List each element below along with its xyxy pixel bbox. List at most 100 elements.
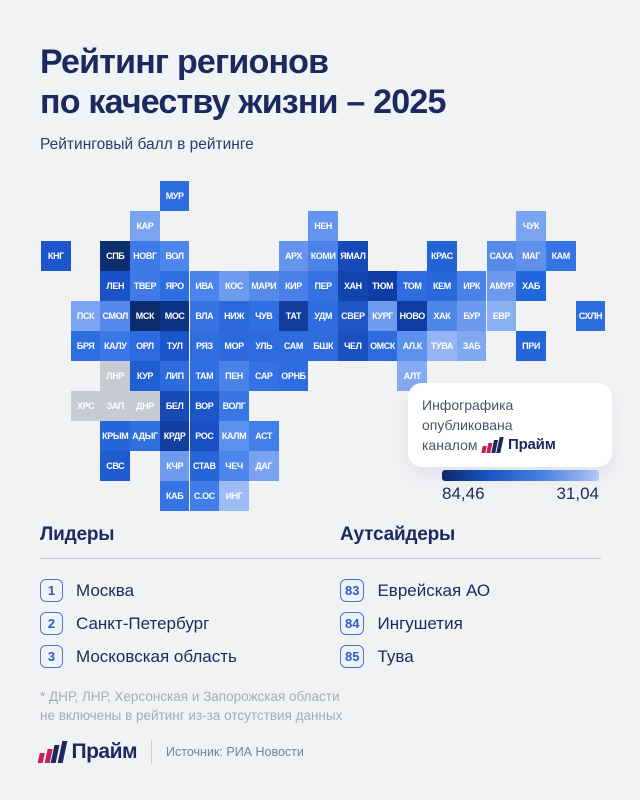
- map-tile-САМ: САМ: [278, 331, 309, 361]
- map-tile-МУР: МУР: [159, 181, 190, 211]
- footer: Прайм Источник: РИА Новости: [37, 740, 304, 764]
- list-item: 1 Москва: [40, 574, 237, 607]
- map-tile-ЗАП: ЗАП: [100, 391, 131, 421]
- map-tile-ТВЕР: ТВЕР: [130, 271, 160, 301]
- map-tile-ЧУВ: ЧУВ: [248, 301, 279, 331]
- map-tile-ТОМ: ТОМ: [397, 271, 428, 301]
- rank-badge: 85: [340, 645, 365, 668]
- map-tile-ПЕН: ПЕН: [219, 361, 249, 391]
- title-line-1: Рейтинг регионов: [40, 43, 329, 81]
- map-tile-СВС: СВС: [100, 451, 131, 481]
- map-tile-КРАС: КРАС: [427, 241, 457, 271]
- map-tile-ИРК: ИРК: [456, 271, 487, 301]
- map-tile-САР: САР: [248, 361, 279, 391]
- footnote: * ДНР, ЛНР, Херсонская и Запорожская обл…: [40, 687, 342, 725]
- map-tile-ТАМ: ТАМ: [189, 361, 220, 391]
- map-tile-КИР: КИР: [278, 271, 309, 301]
- outsiders-list: 83 Еврейская АО 84 Ингушетия 85 Тува: [340, 574, 490, 673]
- section-divider: [40, 558, 601, 559]
- map-tile-МОС: МОС: [159, 301, 190, 331]
- map-tile-ОМСК: ОМСК: [367, 331, 398, 361]
- region-name: Москва: [76, 580, 135, 600]
- map-tile-НИЖ: НИЖ: [219, 301, 249, 331]
- map-tile-ЧЕЧ: ЧЕЧ: [219, 451, 249, 481]
- map-tile-МАГ: МАГ: [516, 241, 546, 271]
- rank-badge: 84: [340, 612, 365, 635]
- rank-badge: 83: [340, 579, 365, 602]
- map-tile-ЗАБ: ЗАБ: [456, 331, 487, 361]
- map-tile-КОС: КОС: [219, 271, 249, 301]
- map-tile-ДАГ: ДАГ: [248, 451, 279, 481]
- map-tile-КАЛУ: КАЛУ: [100, 331, 131, 361]
- region-name: Московская область: [76, 646, 237, 666]
- map-tile-ЧУК: ЧУК: [516, 211, 546, 241]
- footer-divider: [151, 740, 153, 764]
- map-tile-ПСК: ПСК: [70, 301, 101, 331]
- map-tile-ХАБ: ХАБ: [516, 271, 546, 301]
- list-item: 83 Еврейская АО: [340, 574, 490, 607]
- list-item: 84 Ингушетия: [340, 607, 490, 640]
- map-tile-ЛИП: ЛИП: [159, 361, 190, 391]
- map-tile-КЕМ: КЕМ: [427, 271, 457, 301]
- prime-brand-name: Прайм: [507, 436, 556, 453]
- map-tile-СХЛН: СХЛН: [575, 301, 606, 331]
- prime-logo-icon: [481, 437, 504, 453]
- map-tile-НОВО: НОВО: [397, 301, 428, 331]
- map-tile-УЛЬ: УЛЬ: [248, 331, 279, 361]
- page-title: Рейтинг регионов по качеству жизни – 202…: [40, 42, 446, 122]
- map-tile-КУР: КУР: [130, 361, 160, 391]
- map-tile-С.ОС: С.ОС: [189, 481, 220, 511]
- map-tile-ТАТ: ТАТ: [278, 301, 309, 331]
- map-tile-ЧЕЛ: ЧЕЛ: [338, 331, 368, 361]
- legend-max-value: 84,46: [442, 484, 485, 503]
- publication-card-line2: каналом Прайм: [422, 435, 598, 455]
- map-tile-КЧР: КЧР: [159, 451, 190, 481]
- map-tile-ЛЕН: ЛЕН: [100, 271, 131, 301]
- map-tile-ХРС: ХРС: [70, 391, 101, 421]
- map-tile-САХА: САХА: [486, 241, 517, 271]
- page-subtitle: Рейтинговый балл в рейтинге: [40, 136, 254, 153]
- publication-card-line1: Инфографика опубликована: [422, 397, 514, 433]
- map-tile-АЛ.К: АЛ.К: [397, 331, 428, 361]
- map-tile-ИВА: ИВА: [189, 271, 220, 301]
- map-tile-РОС: РОС: [189, 421, 220, 451]
- list-item: 2 Санкт-Петербург: [40, 607, 237, 640]
- map-tile-АДЫГ: АДЫГ: [130, 421, 160, 451]
- publication-card: Инфографика опубликована каналом Прайм: [408, 383, 612, 467]
- leaders-heading: Лидеры: [40, 524, 115, 545]
- map-tile-КУРГ: КУРГ: [367, 301, 398, 331]
- region-name: Ингушетия: [377, 613, 463, 633]
- map-tile-АМУР: АМУР: [486, 271, 517, 301]
- map-tile-КНГ: КНГ: [41, 241, 71, 271]
- map-tile-ВОР: ВОР: [189, 391, 220, 421]
- prime-logo-icon: [37, 741, 67, 763]
- map-tile-МАРИ: МАРИ: [248, 271, 279, 301]
- map-tile-КАР: КАР: [130, 211, 160, 241]
- list-item: 85 Тува: [340, 640, 490, 673]
- region-name: Еврейская АО: [377, 580, 491, 600]
- map-tile-ЯРО: ЯРО: [159, 271, 190, 301]
- map-tile-ОРНБ: ОРНБ: [278, 361, 309, 391]
- legend-gradient: [442, 470, 599, 481]
- map-tile-ХАН: ХАН: [338, 271, 368, 301]
- map-tile-СТАВ: СТАВ: [189, 451, 220, 481]
- map-tile-НОВГ: НОВГ: [130, 241, 160, 271]
- map-tile-НЕН: НЕН: [308, 211, 338, 241]
- map-tile-УДМ: УДМ: [308, 301, 338, 331]
- map-tile-ВЛА: ВЛА: [189, 301, 220, 331]
- map-tile-БЕЛ: БЕЛ: [159, 391, 190, 421]
- source-text: Источник: РИА Новости: [166, 745, 304, 759]
- map-tile-ОРЛ: ОРЛ: [130, 331, 160, 361]
- footer-brand-name: Прайм: [71, 740, 138, 763]
- footnote-line2: не включены в рейтинг из-за отсутствия д…: [40, 708, 343, 723]
- rank-badge: 1: [40, 579, 63, 602]
- outsiders-heading: Аутсайдеры: [340, 524, 456, 545]
- map-tile-БШК: БШК: [308, 331, 338, 361]
- title-line-2: по качеству жизни – 2025: [40, 83, 446, 121]
- publication-card-channel-label: каналом: [422, 437, 478, 453]
- map-tile-СПБ: СПБ: [100, 241, 131, 271]
- map-tile-ХАК: ХАК: [427, 301, 457, 331]
- map-tile-РЯЗ: РЯЗ: [189, 331, 220, 361]
- map-tile-СВЕР: СВЕР: [338, 301, 368, 331]
